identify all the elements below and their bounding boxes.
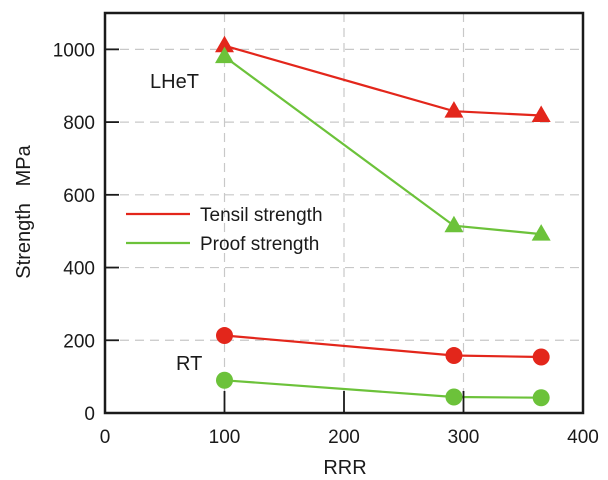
y-axis-label: Strength MPa (13, 144, 35, 278)
data-point-triangle (444, 101, 464, 118)
annotations: LHeT RT (150, 71, 202, 375)
series-line-rt-tensile (224, 334, 542, 359)
data-point-triangle (531, 105, 551, 123)
x-tick-label: 300 (448, 427, 480, 448)
series-layer (215, 35, 551, 407)
data-point-circle (216, 327, 233, 345)
data-point-triangle (531, 224, 551, 241)
series-line-rt-proof (224, 379, 542, 399)
data-point-circle (532, 389, 550, 407)
data-point-triangle (444, 215, 464, 233)
legend-label: Proof strength (200, 234, 319, 255)
ticks-layer: 0 100 200 300 400 0 200 400 600 800 1000 (53, 40, 599, 448)
y-tick-label: 200 (63, 331, 95, 352)
data-point-triangle (215, 46, 234, 64)
group-label-rt: RT (176, 353, 202, 375)
x-tick-label: 100 (209, 427, 241, 448)
legend-label: Tensil strength (200, 205, 323, 226)
y-tick-label: 600 (63, 186, 95, 207)
y-tick-label: 400 (63, 259, 95, 280)
y-tick-label: 800 (63, 113, 95, 134)
series-line-lhet-tensile (224, 44, 542, 117)
data-point-circle (445, 388, 463, 406)
data-point-triangle (215, 35, 234, 53)
x-tick-label: 400 (567, 427, 599, 448)
data-point-circle (532, 348, 550, 366)
y-tick-label: 1000 (53, 40, 95, 61)
legend: Tensil strength Proof strength (126, 205, 323, 255)
data-point-circle (216, 371, 233, 389)
y-tick-label: 0 (84, 404, 95, 425)
x-tick-label: 0 (100, 427, 111, 448)
data-point-circle (445, 347, 463, 365)
x-axis-label: RRR (323, 457, 366, 479)
x-tick-label: 200 (328, 427, 360, 448)
group-label-lhet: LHeT (150, 71, 199, 93)
